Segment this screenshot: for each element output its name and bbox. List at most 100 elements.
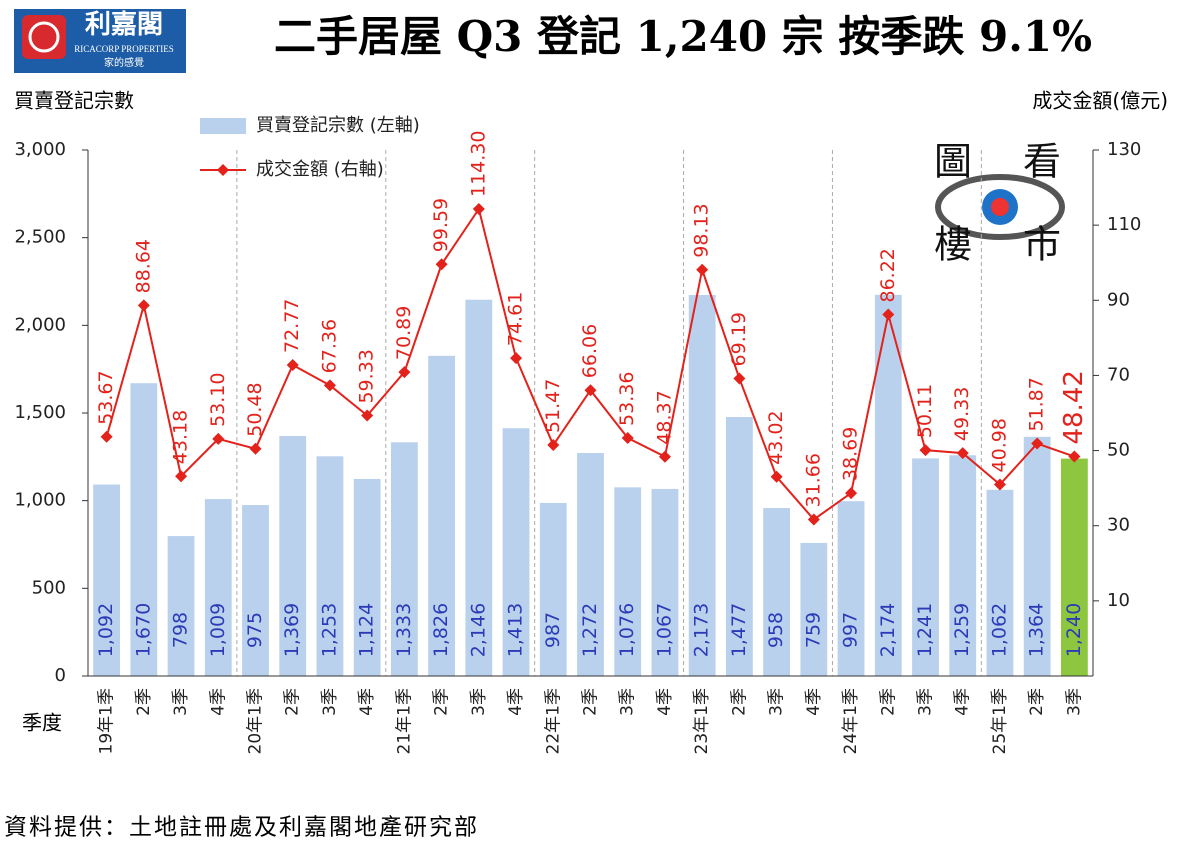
- bar: [949, 455, 977, 676]
- x-tick-label: 4季: [655, 688, 675, 716]
- x-tick-label: 4季: [208, 688, 228, 716]
- line-marker: [770, 470, 783, 483]
- bar-value-label: 1,413: [505, 603, 527, 657]
- bar: [242, 505, 269, 676]
- line-value-label: 53.10: [207, 373, 229, 427]
- bar: [1060, 458, 1088, 676]
- bar-value-label: 1,333: [393, 603, 415, 657]
- line-marker: [845, 487, 858, 500]
- line-marker: [361, 409, 374, 422]
- line-marker: [100, 430, 113, 443]
- line-marker: [1031, 437, 1044, 450]
- bar-value-label: 1,062: [988, 603, 1010, 657]
- bar-value-label: 1,076: [616, 603, 638, 657]
- bar: [577, 452, 604, 676]
- bar-value-label: 1,369: [281, 603, 303, 657]
- line-value-label: 43.18: [170, 410, 192, 464]
- bar-value-label: 1,253: [318, 603, 340, 657]
- y-tick-label: 2,000: [14, 314, 66, 335]
- y2-tick-label: 50: [1107, 440, 1130, 461]
- line-value-label: 53.36: [616, 372, 638, 426]
- y-tick-label: 500: [32, 577, 66, 598]
- line-value-label: 49.33: [951, 387, 973, 441]
- line-marker: [398, 366, 411, 379]
- line-value-label: 74.61: [505, 292, 527, 346]
- y-tick-label: 3,000: [14, 139, 66, 160]
- x-tick-label: 2季: [729, 688, 749, 716]
- x-tick-label: 22年1季: [543, 688, 563, 754]
- line-value-label: 43.02: [765, 410, 787, 464]
- y-tick-label: 2,500: [14, 227, 66, 248]
- line-marker: [1068, 450, 1081, 463]
- watermark-char: 樓: [934, 223, 972, 267]
- bar: [130, 383, 158, 676]
- line-marker: [807, 513, 820, 526]
- x-tick-label: 23年1季: [692, 688, 712, 754]
- bar: [688, 295, 716, 676]
- line-marker: [584, 384, 597, 397]
- chart-title: 二手居屋 Q3 登記 1,240 宗 按季跌 9.1%: [274, 12, 1092, 61]
- bar: [353, 478, 381, 676]
- watermark-pupil: [991, 198, 1009, 216]
- watermark: 圖 看 樓 市: [934, 140, 1065, 267]
- line-value-label: 51.47: [542, 379, 564, 433]
- line-value-label: 31.66: [802, 453, 824, 507]
- bar-value-label: 1,240: [1063, 603, 1085, 657]
- bar: [465, 299, 493, 676]
- watermark-char: 看: [1023, 140, 1061, 184]
- line-value-label: 51.87: [1026, 377, 1048, 431]
- line-value-label: 72.77: [281, 299, 303, 353]
- logo-name: 利嘉閣: [85, 10, 163, 40]
- bar-value-label: 1,272: [579, 603, 601, 657]
- line-value-label: 114.30: [467, 131, 489, 197]
- bar-value-label: 1,092: [95, 603, 117, 657]
- y2-tick-label: 10: [1107, 590, 1130, 611]
- bar: [763, 508, 791, 676]
- bar: [428, 355, 456, 676]
- logo-english: RICACORP PROPERTIES: [74, 44, 173, 54]
- line-value-label: 67.36: [318, 319, 340, 373]
- line-value-label: 48.42: [1059, 370, 1089, 444]
- x-tick-label: 3季: [320, 688, 340, 716]
- bar: [800, 542, 828, 676]
- line-marker: [882, 308, 895, 321]
- line-value-label: 59.33: [356, 349, 378, 403]
- line-marker: [286, 359, 299, 372]
- bar-value-label: 958: [765, 612, 787, 648]
- line-marker: [658, 450, 671, 463]
- x-tick-label: 2季: [581, 688, 601, 716]
- bar: [502, 428, 530, 676]
- x-axis-title: 季度: [22, 711, 62, 735]
- bar: [93, 484, 121, 676]
- line-marker: [435, 258, 448, 271]
- bar: [837, 501, 865, 676]
- source-note: 資料提供：土地註冊處及利嘉閣地產研究部: [4, 815, 479, 841]
- line-value-label: 70.89: [393, 306, 415, 360]
- bar-value-label: 1,826: [430, 603, 452, 657]
- line-value-label: 50.48: [244, 382, 266, 436]
- bar: [986, 489, 1014, 676]
- x-tick-label: 4季: [357, 688, 377, 716]
- line-marker: [621, 431, 634, 444]
- line-marker: [696, 263, 709, 276]
- bar-value-label: 1,477: [728, 603, 750, 657]
- x-tick-label: 3季: [1064, 688, 1084, 716]
- y-tick-label: 0: [55, 665, 66, 686]
- x-tick-label: 3季: [916, 688, 936, 716]
- line-marker: [919, 444, 932, 457]
- x-tick-label: 25年1季: [990, 688, 1010, 754]
- legend-label: 成交金額 (右軸): [256, 159, 384, 180]
- line-marker: [137, 299, 150, 312]
- bar: [539, 502, 567, 676]
- watermark-char: 市: [1023, 223, 1061, 267]
- x-tick-label: 19年1季: [97, 688, 117, 754]
- x-tick-label: 2季: [283, 688, 303, 716]
- x-tick-label: 4季: [506, 688, 526, 716]
- line-marker: [547, 439, 560, 452]
- logo-slogan: 家的感覺: [104, 56, 144, 69]
- bar-value-label: 1,259: [951, 603, 973, 657]
- line-marker: [956, 447, 969, 460]
- line-marker: [175, 470, 188, 483]
- y2-tick-label: 90: [1107, 289, 1130, 310]
- bar-value-label: 1,364: [1026, 603, 1048, 657]
